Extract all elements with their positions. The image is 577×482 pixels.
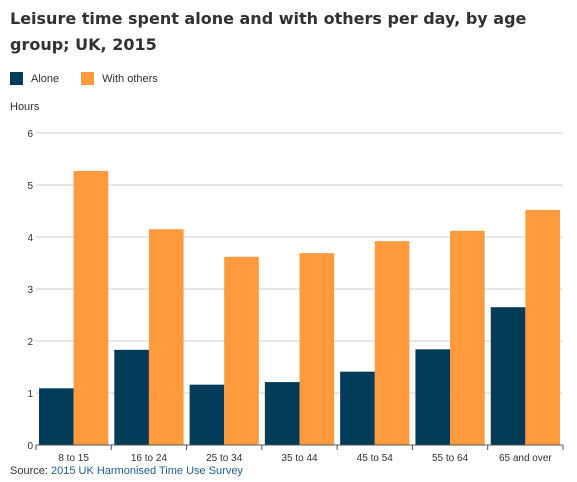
legend-swatch-alone <box>10 72 23 85</box>
bar-with-others[interactable] <box>374 241 410 445</box>
chart-legend: Alone With others <box>10 72 180 85</box>
y-tick-label: 5 <box>27 181 33 192</box>
y-tick-label: 1 <box>27 389 33 400</box>
bar-alone[interactable] <box>114 349 149 445</box>
x-tick-label: 65 and over <box>499 453 552 464</box>
bar-alone[interactable] <box>264 382 300 445</box>
bar-with-others[interactable] <box>450 230 485 445</box>
x-tick-label: 25 to 34 <box>206 453 243 464</box>
source-link[interactable]: 2015 UK Harmonised Time Use Survey <box>50 465 243 477</box>
legend-label-alone: Alone <box>31 72 60 85</box>
bar-with-others[interactable] <box>224 256 259 445</box>
bar-alone[interactable] <box>340 371 375 445</box>
bar-alone[interactable] <box>415 349 451 445</box>
y-tick-label: 3 <box>27 285 33 296</box>
bar-alone[interactable] <box>490 307 526 445</box>
source-prefix: Source: <box>10 465 51 477</box>
x-tick-label: 45 to 54 <box>357 453 394 464</box>
bar-alone[interactable] <box>39 388 74 445</box>
x-tick-label: 8 to 15 <box>58 453 89 464</box>
legend-label-with-others: With others <box>102 72 158 85</box>
bar-with-others[interactable] <box>299 253 335 445</box>
x-tick-label: 35 to 44 <box>281 453 318 464</box>
y-tick-label: 4 <box>27 233 33 244</box>
bar-with-others[interactable] <box>525 209 560 445</box>
bar-with-others[interactable] <box>73 170 109 445</box>
axes: 0 1 2 3 4 5 6 8 to 15 16 to 24 25 to 34 35 to 44 45… <box>27 129 564 464</box>
source-note: Source: 2015 UK Harmonised Time Use Surv… <box>10 465 243 477</box>
x-tick-label: 16 to 24 <box>131 453 168 464</box>
bar-with-others[interactable] <box>148 229 184 445</box>
y-tick-label: 2 <box>27 337 33 348</box>
y-tick-label: 0 <box>27 441 33 452</box>
chart-title: Leisure time spent alone and with others… <box>10 9 527 54</box>
legend-swatch-with-others <box>81 72 95 85</box>
y-axis-label: Hours <box>10 101 40 113</box>
bar-alone[interactable] <box>189 384 225 445</box>
legend-item-with-others: With others <box>81 72 158 85</box>
bars <box>39 170 560 445</box>
legend-item-alone: Alone <box>10 72 59 85</box>
y-tick-label: 6 <box>27 129 33 140</box>
x-tick-label: 55 to 64 <box>432 453 469 464</box>
